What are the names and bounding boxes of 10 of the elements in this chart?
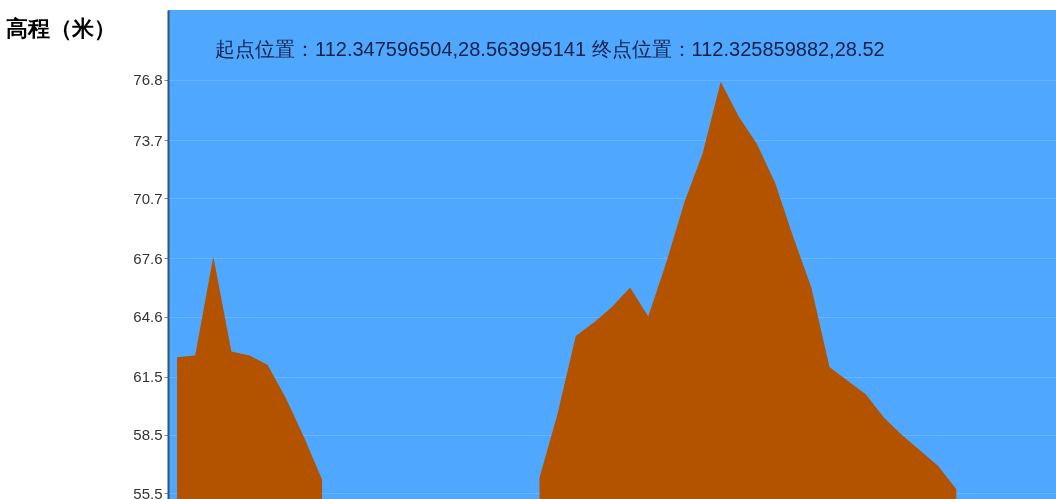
- y-tick-label: 58.5: [133, 426, 163, 444]
- y-tick-label: 73.7: [133, 131, 163, 149]
- text: 起点位置：112.347596504,28.563995141 终点位置：112.325859882,28.52: [215, 38, 885, 60]
- y-tick-label: 67.6: [133, 249, 163, 267]
- y-tick-label: 70.7: [133, 189, 163, 207]
- y-axis-title: 高程（米）: [5, 15, 116, 41]
- y-tick-label: 64.6: [133, 308, 163, 326]
- y-tick-label: 55.5: [133, 484, 163, 499]
- y-tick-label: 76.8: [133, 71, 163, 89]
- y-tick-label: 61.5: [133, 368, 163, 386]
